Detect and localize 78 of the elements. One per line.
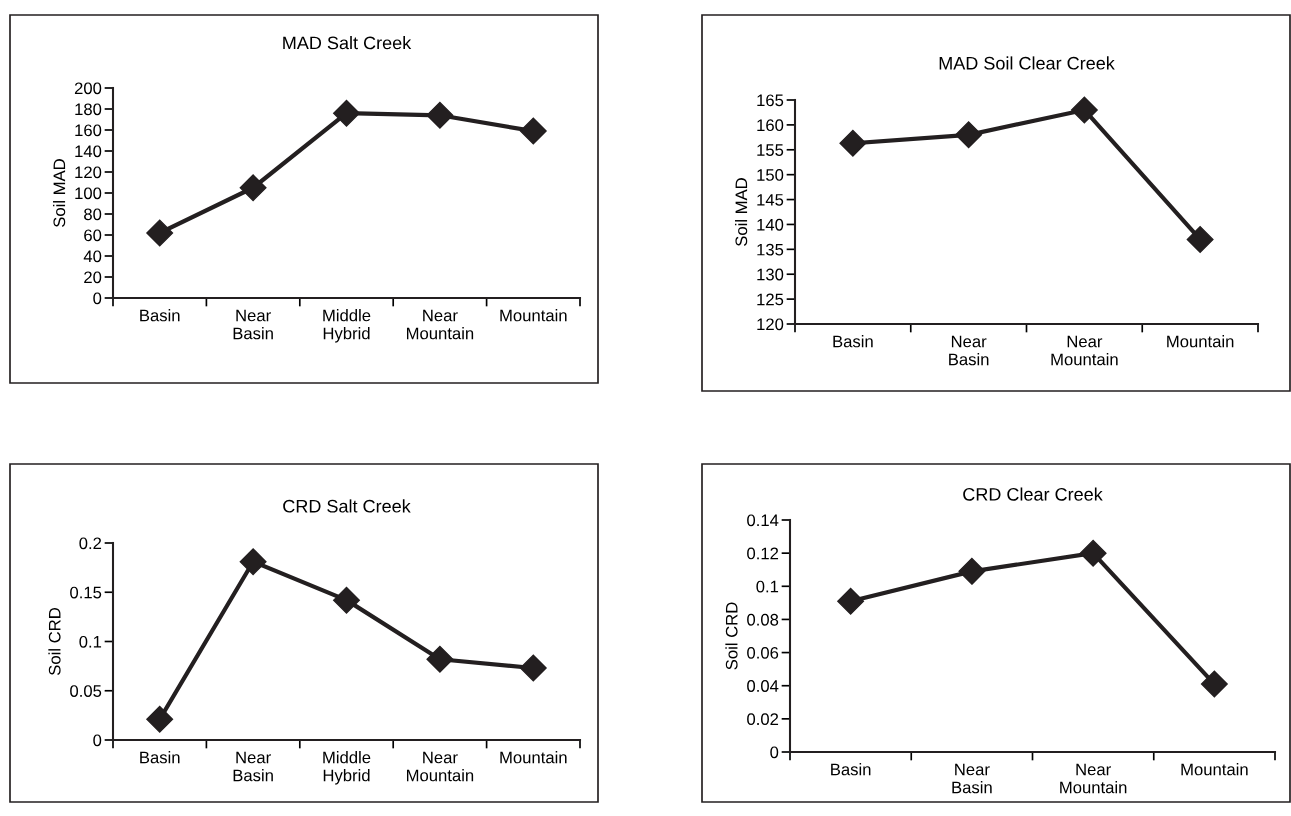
y-tick-label: 160 bbox=[75, 124, 102, 137]
y-tick-label: 155 bbox=[757, 144, 784, 156]
y-tick-label: 20 bbox=[84, 271, 102, 284]
x-tick-label: Near Basin bbox=[949, 335, 989, 366]
y-tick-label: 130 bbox=[757, 268, 784, 281]
chart-title: CRD Salt Creek bbox=[283, 499, 411, 513]
y-axis-title: Soil CRD bbox=[48, 608, 61, 676]
x-tick-label: Basin bbox=[833, 335, 873, 348]
x-tick-label: Basin bbox=[140, 309, 180, 322]
x-tick-label: Mountain bbox=[500, 309, 567, 322]
point bbox=[839, 129, 867, 157]
y-tick-label: 0.1 bbox=[756, 580, 779, 593]
y-tick-label: 180 bbox=[75, 103, 102, 116]
x-tick-label: Near Mountain bbox=[406, 751, 474, 782]
y-tick-label: 0 bbox=[93, 734, 102, 747]
x-tick-label: Near Mountain bbox=[1060, 763, 1127, 794]
y-axis-title: Soil MAD bbox=[52, 159, 66, 227]
y-tick-label: 0.15 bbox=[70, 586, 102, 599]
y-tick-label: 0.05 bbox=[70, 685, 102, 697]
point bbox=[239, 548, 267, 576]
x-tick-label: Mountain bbox=[1181, 763, 1248, 776]
point bbox=[146, 219, 174, 247]
y-tick-label: 0.12 bbox=[747, 547, 779, 560]
x-tick-label: Near Basin bbox=[952, 763, 992, 794]
x-tick-label: Near Mountain bbox=[406, 309, 474, 340]
y-tick-label: 145 bbox=[757, 194, 784, 206]
x-tick-label: Basin bbox=[140, 751, 180, 764]
x-tick-label: Middle Hybrid bbox=[323, 751, 371, 785]
y-tick-label: 135 bbox=[757, 243, 784, 256]
y-tick-label: 140 bbox=[757, 218, 784, 231]
x-tick-label: Mountain bbox=[1167, 335, 1234, 348]
chart-title: MAD Soil Clear Creek bbox=[939, 56, 1115, 70]
y-tick-label: 40 bbox=[83, 250, 102, 263]
point bbox=[1186, 225, 1214, 253]
point bbox=[333, 99, 360, 127]
x-tick-label: Near Basin bbox=[233, 309, 273, 340]
chart-title: MAD Salt Creek bbox=[283, 36, 412, 50]
chart-title: CRD Clear Creek bbox=[963, 487, 1103, 501]
y-tick-label: 0.04 bbox=[747, 680, 779, 692]
y-tick-label: 0.02 bbox=[747, 713, 779, 726]
point bbox=[239, 174, 267, 202]
point bbox=[1200, 670, 1228, 698]
x-tick-label: Basin bbox=[831, 763, 871, 776]
y-axis-title: Soil MAD bbox=[734, 178, 748, 246]
y-tick-label: 200 bbox=[74, 82, 102, 95]
point bbox=[519, 117, 547, 145]
y-tick-label: 0.1 bbox=[79, 635, 102, 648]
point bbox=[426, 645, 454, 673]
y-tick-label: 100 bbox=[75, 187, 102, 200]
y-tick-label: 0.06 bbox=[747, 646, 779, 659]
y-tick-label: 0.2 bbox=[79, 537, 102, 550]
y-tick-label: 165 bbox=[757, 94, 784, 107]
x-tick-label: Middle Hybrid bbox=[323, 309, 371, 343]
y-tick-label: 0 bbox=[93, 292, 102, 305]
y-tick-label: 0.14 bbox=[747, 514, 779, 527]
x-tick-label: Mountain bbox=[500, 751, 567, 764]
y-tick-label: 80 bbox=[84, 208, 102, 221]
point bbox=[519, 654, 547, 682]
y-tick-label: 150 bbox=[757, 169, 784, 181]
y-tick-label: 160 bbox=[757, 119, 784, 132]
point bbox=[426, 101, 454, 129]
y-tick-label: 60 bbox=[84, 229, 102, 242]
y-axis-title: Soil CRD bbox=[725, 602, 738, 670]
point bbox=[837, 587, 865, 615]
y-tick-label: 140 bbox=[75, 145, 102, 158]
point bbox=[146, 705, 174, 733]
point bbox=[1070, 96, 1098, 124]
y-tick-label: 125 bbox=[757, 293, 784, 306]
point bbox=[333, 586, 360, 614]
y-tick-label: 0.08 bbox=[747, 613, 779, 626]
point bbox=[958, 557, 986, 585]
point bbox=[1079, 539, 1107, 567]
x-tick-label: Near Basin bbox=[233, 751, 273, 782]
y-tick-label: 120 bbox=[757, 318, 784, 331]
y-tick-label: 0 bbox=[770, 746, 779, 759]
x-tick-label: Near Mountain bbox=[1051, 335, 1118, 366]
y-tick-label: 120 bbox=[75, 166, 102, 179]
point bbox=[955, 121, 983, 149]
